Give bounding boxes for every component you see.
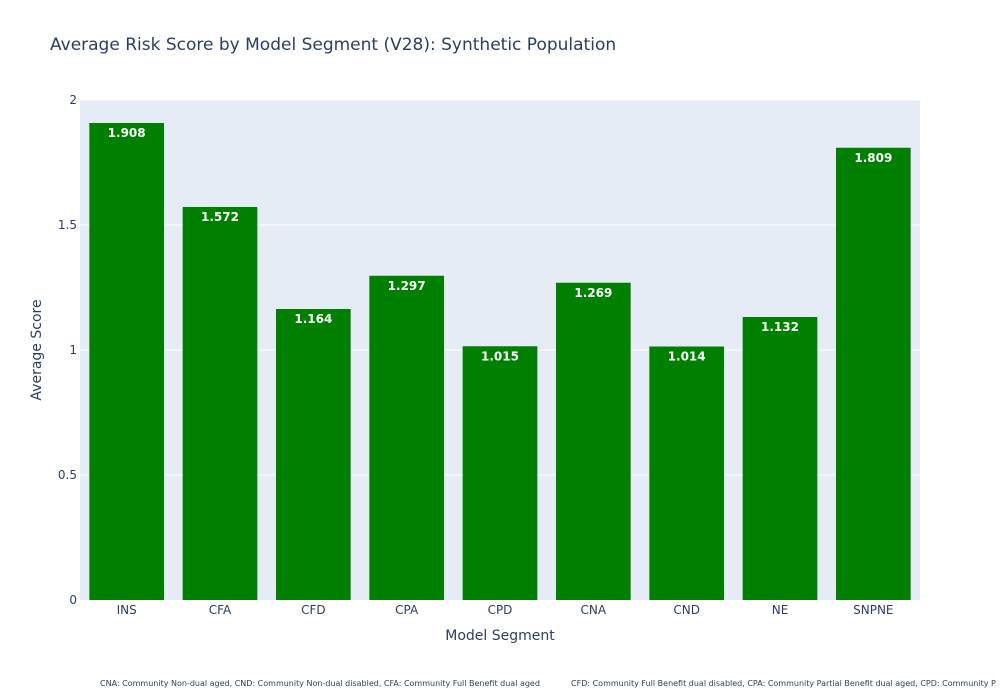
data-label-cfd: 1.164 <box>294 312 332 326</box>
bar-ne <box>742 317 818 600</box>
y-tick-label: 0.5 <box>58 468 77 482</box>
x-tick-label-cpd: CPD <box>488 603 513 617</box>
x-tick-label-ne: NE <box>772 603 789 617</box>
chart-title: Average Risk Score by Model Segment (V28… <box>50 35 616 55</box>
data-label-cpa: 1.297 <box>388 279 426 293</box>
footnote-2: CFD: Community Full Benefit dual disable… <box>571 679 996 688</box>
data-label-ne: 1.132 <box>761 320 799 334</box>
y-axis-title: Average Score <box>29 299 45 400</box>
x-tick-label-cfa: CFA <box>209 603 232 617</box>
y-tick-labels: 0 0.5 1 1.5 2 <box>58 93 77 607</box>
data-label-cna: 1.269 <box>574 286 612 300</box>
x-tick-label-cpa: CPA <box>395 603 419 617</box>
x-tick-label-snpne: SNPNE <box>853 603 893 617</box>
bar-cpd <box>462 346 538 600</box>
y-tick-label: 1.5 <box>58 218 77 232</box>
bar-cpa <box>369 275 444 600</box>
bar-cfa <box>182 207 258 600</box>
data-label-cfa: 1.572 <box>201 210 239 224</box>
x-tick-label-cna: CNA <box>581 603 607 617</box>
data-label-snpne: 1.809 <box>854 151 892 165</box>
bars-group: 1.908 1.572 1.164 1.297 1.015 1.269 1.014 1.132… <box>89 123 911 600</box>
x-tick-label-ins: INS <box>117 603 137 617</box>
data-label-cnd: 1.014 <box>668 350 706 364</box>
x-tick-label-cnd: CND <box>673 603 700 617</box>
bar-cna <box>556 282 631 600</box>
bar-ins <box>89 123 164 600</box>
bar-cnd <box>649 346 724 600</box>
y-tick-label: 0 <box>69 593 77 607</box>
y-tick-label: 1 <box>69 343 77 357</box>
x-tick-labels: INS CFA CFD CPA CPD CNA CND NE SNPNE <box>117 603 894 617</box>
data-label-ins: 1.908 <box>108 126 146 140</box>
bar-snpne <box>836 147 911 600</box>
x-tick-label-cfd: CFD <box>301 603 326 617</box>
x-axis-title: Model Segment <box>445 628 555 644</box>
footnote-1: CNA: Community Non-dual aged, CND: Commu… <box>100 679 540 688</box>
y-tick-label: 2 <box>69 93 77 107</box>
bar-cfd <box>276 309 351 600</box>
data-label-cpd: 1.015 <box>481 349 519 363</box>
